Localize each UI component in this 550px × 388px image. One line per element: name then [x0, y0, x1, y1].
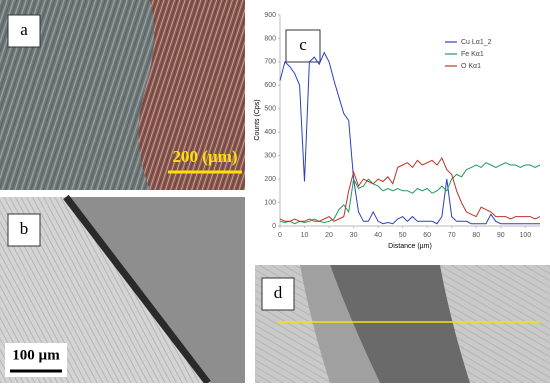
x-tick-label: 40 — [374, 232, 382, 239]
panel-label-box — [7, 14, 41, 48]
x-tick-label: 10 — [301, 232, 309, 239]
y-tick-label: 500 — [264, 106, 276, 113]
x-tick-label: 70 — [448, 232, 456, 239]
panel-d: d — [255, 265, 550, 383]
panel-c: Counts (Cps) Distance (µm) c 01002003004… — [250, 0, 550, 258]
scale-text: 100 µm — [12, 347, 60, 363]
x-tick-label: 80 — [472, 232, 480, 239]
panel-label: a — [20, 20, 28, 39]
panel-label: d — [274, 283, 283, 302]
x-tick-label: 50 — [399, 232, 407, 239]
mid-band — [300, 265, 380, 383]
scale-text: 200 (µm) — [172, 147, 237, 166]
interface — [63, 194, 211, 386]
x-tick-label: 100 — [519, 232, 531, 239]
x-tick-label: 90 — [497, 232, 505, 239]
legend-label: O Kα1 — [461, 63, 481, 70]
dark-band — [330, 265, 470, 383]
panel-a: a 200 (µm) — [0, 0, 245, 190]
legend-label: Cu Lα1_2 — [461, 39, 492, 46]
x-tick-label: 20 — [325, 232, 333, 239]
x-tick-label: 0 — [278, 232, 282, 239]
series-line — [279, 162, 541, 225]
y-tick-label: 200 — [264, 176, 276, 183]
panel-label: c — [299, 35, 307, 54]
x-tick-label: 60 — [423, 232, 431, 239]
copper-region — [138, 0, 245, 190]
panel-label: b — [20, 219, 29, 238]
x-tick-label: 30 — [350, 232, 358, 239]
panel-label-box — [261, 277, 295, 311]
y-tick-label: 300 — [264, 153, 276, 160]
y-tick-label: 100 — [264, 199, 276, 206]
series-line — [279, 51, 540, 225]
panel-label-box — [7, 213, 41, 247]
y-tick-label: 400 — [264, 129, 276, 136]
y-tick-label: 900 — [264, 12, 276, 19]
x-axis-title: Distance (µm) — [388, 243, 432, 250]
y-tick-label: 700 — [264, 59, 276, 66]
panel-b: b 100 µm — [0, 194, 245, 386]
right-region — [70, 197, 245, 383]
legend-label: Fe Kα1 — [461, 51, 484, 58]
y-tick-label: 600 — [264, 82, 276, 89]
y-axis-title: Counts (Cps) — [254, 99, 261, 140]
series-line — [279, 156, 541, 222]
y-tick-label: 800 — [264, 35, 276, 42]
y-tick-label: 0 — [272, 223, 276, 230]
